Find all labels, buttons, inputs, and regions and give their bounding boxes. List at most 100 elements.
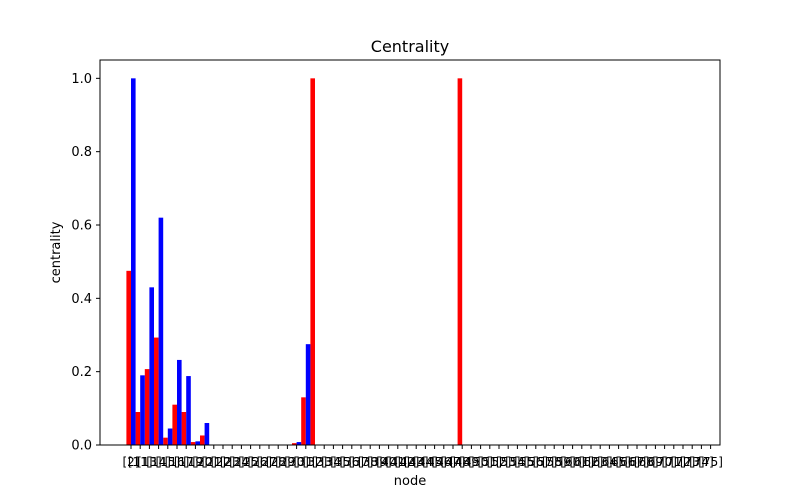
x-tick-label: [41] — [385, 455, 410, 469]
x-tick-label: [26] — [247, 455, 272, 469]
x-tick-label: [75] — [698, 455, 723, 469]
x-tick-label: [69] — [643, 455, 668, 469]
y-axis: 0.0 0.2 0.4 0.6 0.8 1.0 — [71, 72, 100, 454]
x-tick-label: [13] — [137, 455, 162, 469]
x-tick-label: [28] — [266, 455, 291, 469]
x-tick-label: [34] — [321, 455, 346, 469]
x-tick-label: [49] — [459, 455, 484, 469]
x-tick-label: [44] — [413, 455, 438, 469]
bar-series2-6 — [186, 376, 191, 445]
bar-series2-19 — [305, 344, 311, 445]
bar-series1-4 — [163, 437, 168, 445]
y-tick-label: 0.2 — [71, 365, 92, 380]
x-tick-label: [24] — [229, 455, 254, 469]
x-tick-label: [42] — [395, 455, 420, 469]
x-axis: [2][11][13][14][15][16][17][19][20][21][… — [123, 445, 723, 469]
bar-series2-5 — [177, 359, 182, 445]
x-tick-label: [16] — [165, 455, 190, 469]
x-tick-label: [50] — [468, 455, 493, 469]
x-tick-label: [65] — [606, 455, 631, 469]
x-tick-label: [60] — [560, 455, 585, 469]
chart-title: Centrality — [371, 37, 449, 56]
x-tick-label: [52] — [487, 455, 512, 469]
x-tick-label: [11] — [128, 455, 153, 469]
bar-series2-18 — [296, 442, 302, 445]
x-tick-label: [55] — [514, 455, 539, 469]
y-tick-label: 1.0 — [71, 72, 92, 87]
bar-series1-19 — [301, 397, 306, 445]
x-tick-label: [72] — [671, 455, 696, 469]
plot-frame — [99, 59, 721, 446]
x-tick-label: [40] — [376, 455, 401, 469]
x-axis-label: node — [394, 474, 426, 489]
x-tick-label: [20] — [192, 455, 217, 469]
bar-series1-3 — [154, 337, 159, 445]
x-tick-label: [46] — [431, 455, 456, 469]
bar-series1-1 — [135, 412, 141, 445]
bar-series2-3 — [158, 217, 164, 445]
x-tick-label: [74] — [689, 455, 714, 469]
x-tick-label: [51] — [477, 455, 502, 469]
bar-series1-18 — [292, 443, 297, 445]
x-tick-label: [67] — [625, 455, 650, 469]
x-tick-label: [64] — [597, 455, 622, 469]
bar-series1-2 — [144, 369, 150, 445]
x-tick-label: [57] — [533, 455, 558, 469]
bar-series2-1 — [140, 375, 145, 445]
bar-series2-2 — [149, 287, 154, 445]
x-tick-label: [29] — [275, 455, 300, 469]
x-tick-label: [19] — [183, 455, 208, 469]
x-tick-label: [30] — [284, 455, 309, 469]
x-tick-label: [17] — [174, 455, 199, 469]
bar-series2-0 — [131, 78, 136, 445]
x-tick-label: [14] — [146, 455, 171, 469]
x-tick-label: [25] — [238, 455, 263, 469]
x-tick-label: [39] — [367, 455, 392, 469]
x-tick-label: [48] — [450, 455, 475, 469]
x-tick-label: [21] — [201, 455, 226, 469]
x-tick-label: [33] — [312, 455, 337, 469]
x-tick-label: [43] — [404, 455, 429, 469]
bar-series2-8 — [204, 423, 210, 445]
x-tick-label: [47] — [441, 455, 466, 469]
bar-series1-36 — [457, 78, 463, 445]
x-tick-label: [38] — [358, 455, 383, 469]
x-tick-label: [22] — [211, 455, 236, 469]
bar-series1-0 — [126, 270, 131, 445]
x-tick-label: [68] — [634, 455, 659, 469]
bar-series2-4 — [167, 428, 173, 445]
x-tick-label: [31] — [293, 455, 318, 469]
x-tick-label: [61] — [569, 455, 594, 469]
x-tick-label: [53] — [496, 455, 521, 469]
x-tick-label: [62] — [579, 455, 604, 469]
x-tick-label: [35] — [330, 455, 355, 469]
bar-series1-8 — [200, 435, 205, 445]
y-tick-label: 0.8 — [71, 145, 92, 160]
bar-series1-5 — [172, 404, 177, 445]
x-tick-label: [15] — [155, 455, 180, 469]
x-tick-label: [56] — [523, 455, 548, 469]
x-tick-label: [66] — [615, 455, 640, 469]
y-tick-label: 0.0 — [71, 439, 92, 454]
x-tick-label: [73] — [680, 455, 705, 469]
y-tick-label: 0.6 — [71, 219, 92, 234]
x-tick-label: [36] — [339, 455, 364, 469]
x-tick-label: [2] — [123, 455, 140, 469]
y-axis-label: centrality — [49, 221, 64, 283]
y-tick-label: 0.4 — [71, 292, 92, 307]
bar-series1-6 — [181, 412, 187, 445]
bars-layer — [126, 78, 463, 445]
x-tick-label: [23] — [220, 455, 245, 469]
x-tick-label: [27] — [257, 455, 282, 469]
bar-series1-7 — [190, 442, 196, 445]
x-tick-label: [32] — [303, 455, 328, 469]
x-tick-label: [59] — [551, 455, 576, 469]
x-tick-label: [58] — [542, 455, 567, 469]
x-tick-label: [63] — [588, 455, 613, 469]
x-tick-label: [54] — [505, 455, 530, 469]
x-tick-label: [37] — [349, 455, 374, 469]
bar-series1-20 — [310, 78, 315, 445]
x-tick-label: [45] — [422, 455, 447, 469]
